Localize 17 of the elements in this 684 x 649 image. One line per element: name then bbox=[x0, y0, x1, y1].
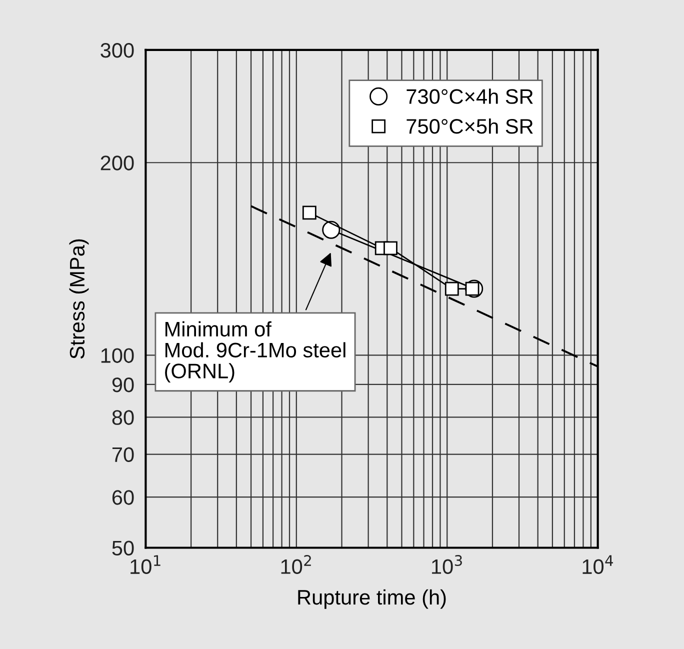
x-tick-label: 10$^{1}$ bbox=[130, 555, 160, 574]
y-axis-title: Stress (MPa) bbox=[69, 239, 89, 359]
legend-label: 750°C×5h SR bbox=[406, 118, 533, 134]
y-tick-label: 80 bbox=[112, 410, 134, 425]
x-tick-label: 10$^{2}$ bbox=[281, 555, 311, 574]
x-tick-label: 10$^{3}$ bbox=[432, 555, 462, 574]
y-tick-label: 90 bbox=[112, 377, 134, 392]
x-axis-title: Rupture time (h) bbox=[298, 589, 446, 609]
y-tick-label: 70 bbox=[112, 447, 134, 462]
legend-label: 730°C×4h SR bbox=[406, 88, 533, 104]
y-tick-label: 200 bbox=[100, 156, 134, 170]
y-tick-label: 100 bbox=[101, 348, 134, 363]
x-tick-label: 10$^{4}$ bbox=[582, 555, 613, 574]
annotation: Minimum of Mod. 9Cr-1Mo steel (ORNL) bbox=[165, 321, 346, 383]
y-tick-label: 60 bbox=[112, 490, 134, 505]
y-tick-label: 50 bbox=[112, 540, 134, 556]
y-tick-label: 300 bbox=[100, 42, 134, 58]
